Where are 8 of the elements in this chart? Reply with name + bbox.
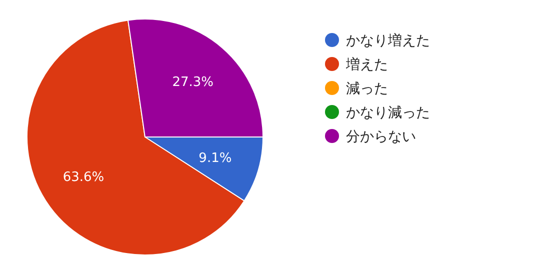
data-label: 9.1%	[198, 151, 232, 166]
legend-label: かなり減った	[346, 104, 430, 121]
data-label: 63.6%	[62, 170, 104, 186]
data-label: 27.3%	[172, 75, 214, 90]
legend-label: かなり増えた	[346, 32, 430, 49]
legend-label: 増えた	[345, 56, 388, 73]
legend-label: 分からない	[346, 128, 416, 145]
legend-label: 減った	[346, 80, 388, 97]
